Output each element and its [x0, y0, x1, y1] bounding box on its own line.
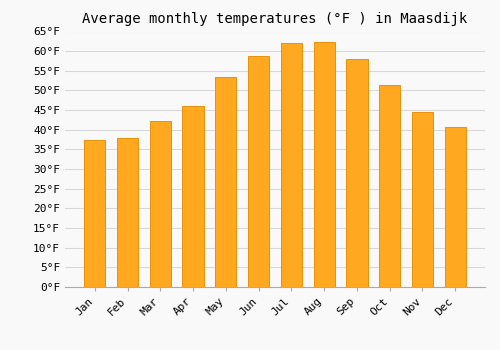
Bar — [412, 112, 433, 287]
Bar — [379, 85, 400, 287]
Bar — [84, 140, 106, 287]
Bar — [346, 59, 368, 287]
Bar — [150, 121, 171, 287]
Bar — [280, 42, 302, 287]
Bar — [117, 138, 138, 287]
Bar — [248, 56, 270, 287]
Bar — [444, 127, 466, 287]
Title: Average monthly temperatures (°F ) in Maasdijk: Average monthly temperatures (°F ) in Ma… — [82, 12, 468, 26]
Bar — [215, 77, 236, 287]
Bar — [314, 42, 335, 287]
Bar — [182, 106, 204, 287]
